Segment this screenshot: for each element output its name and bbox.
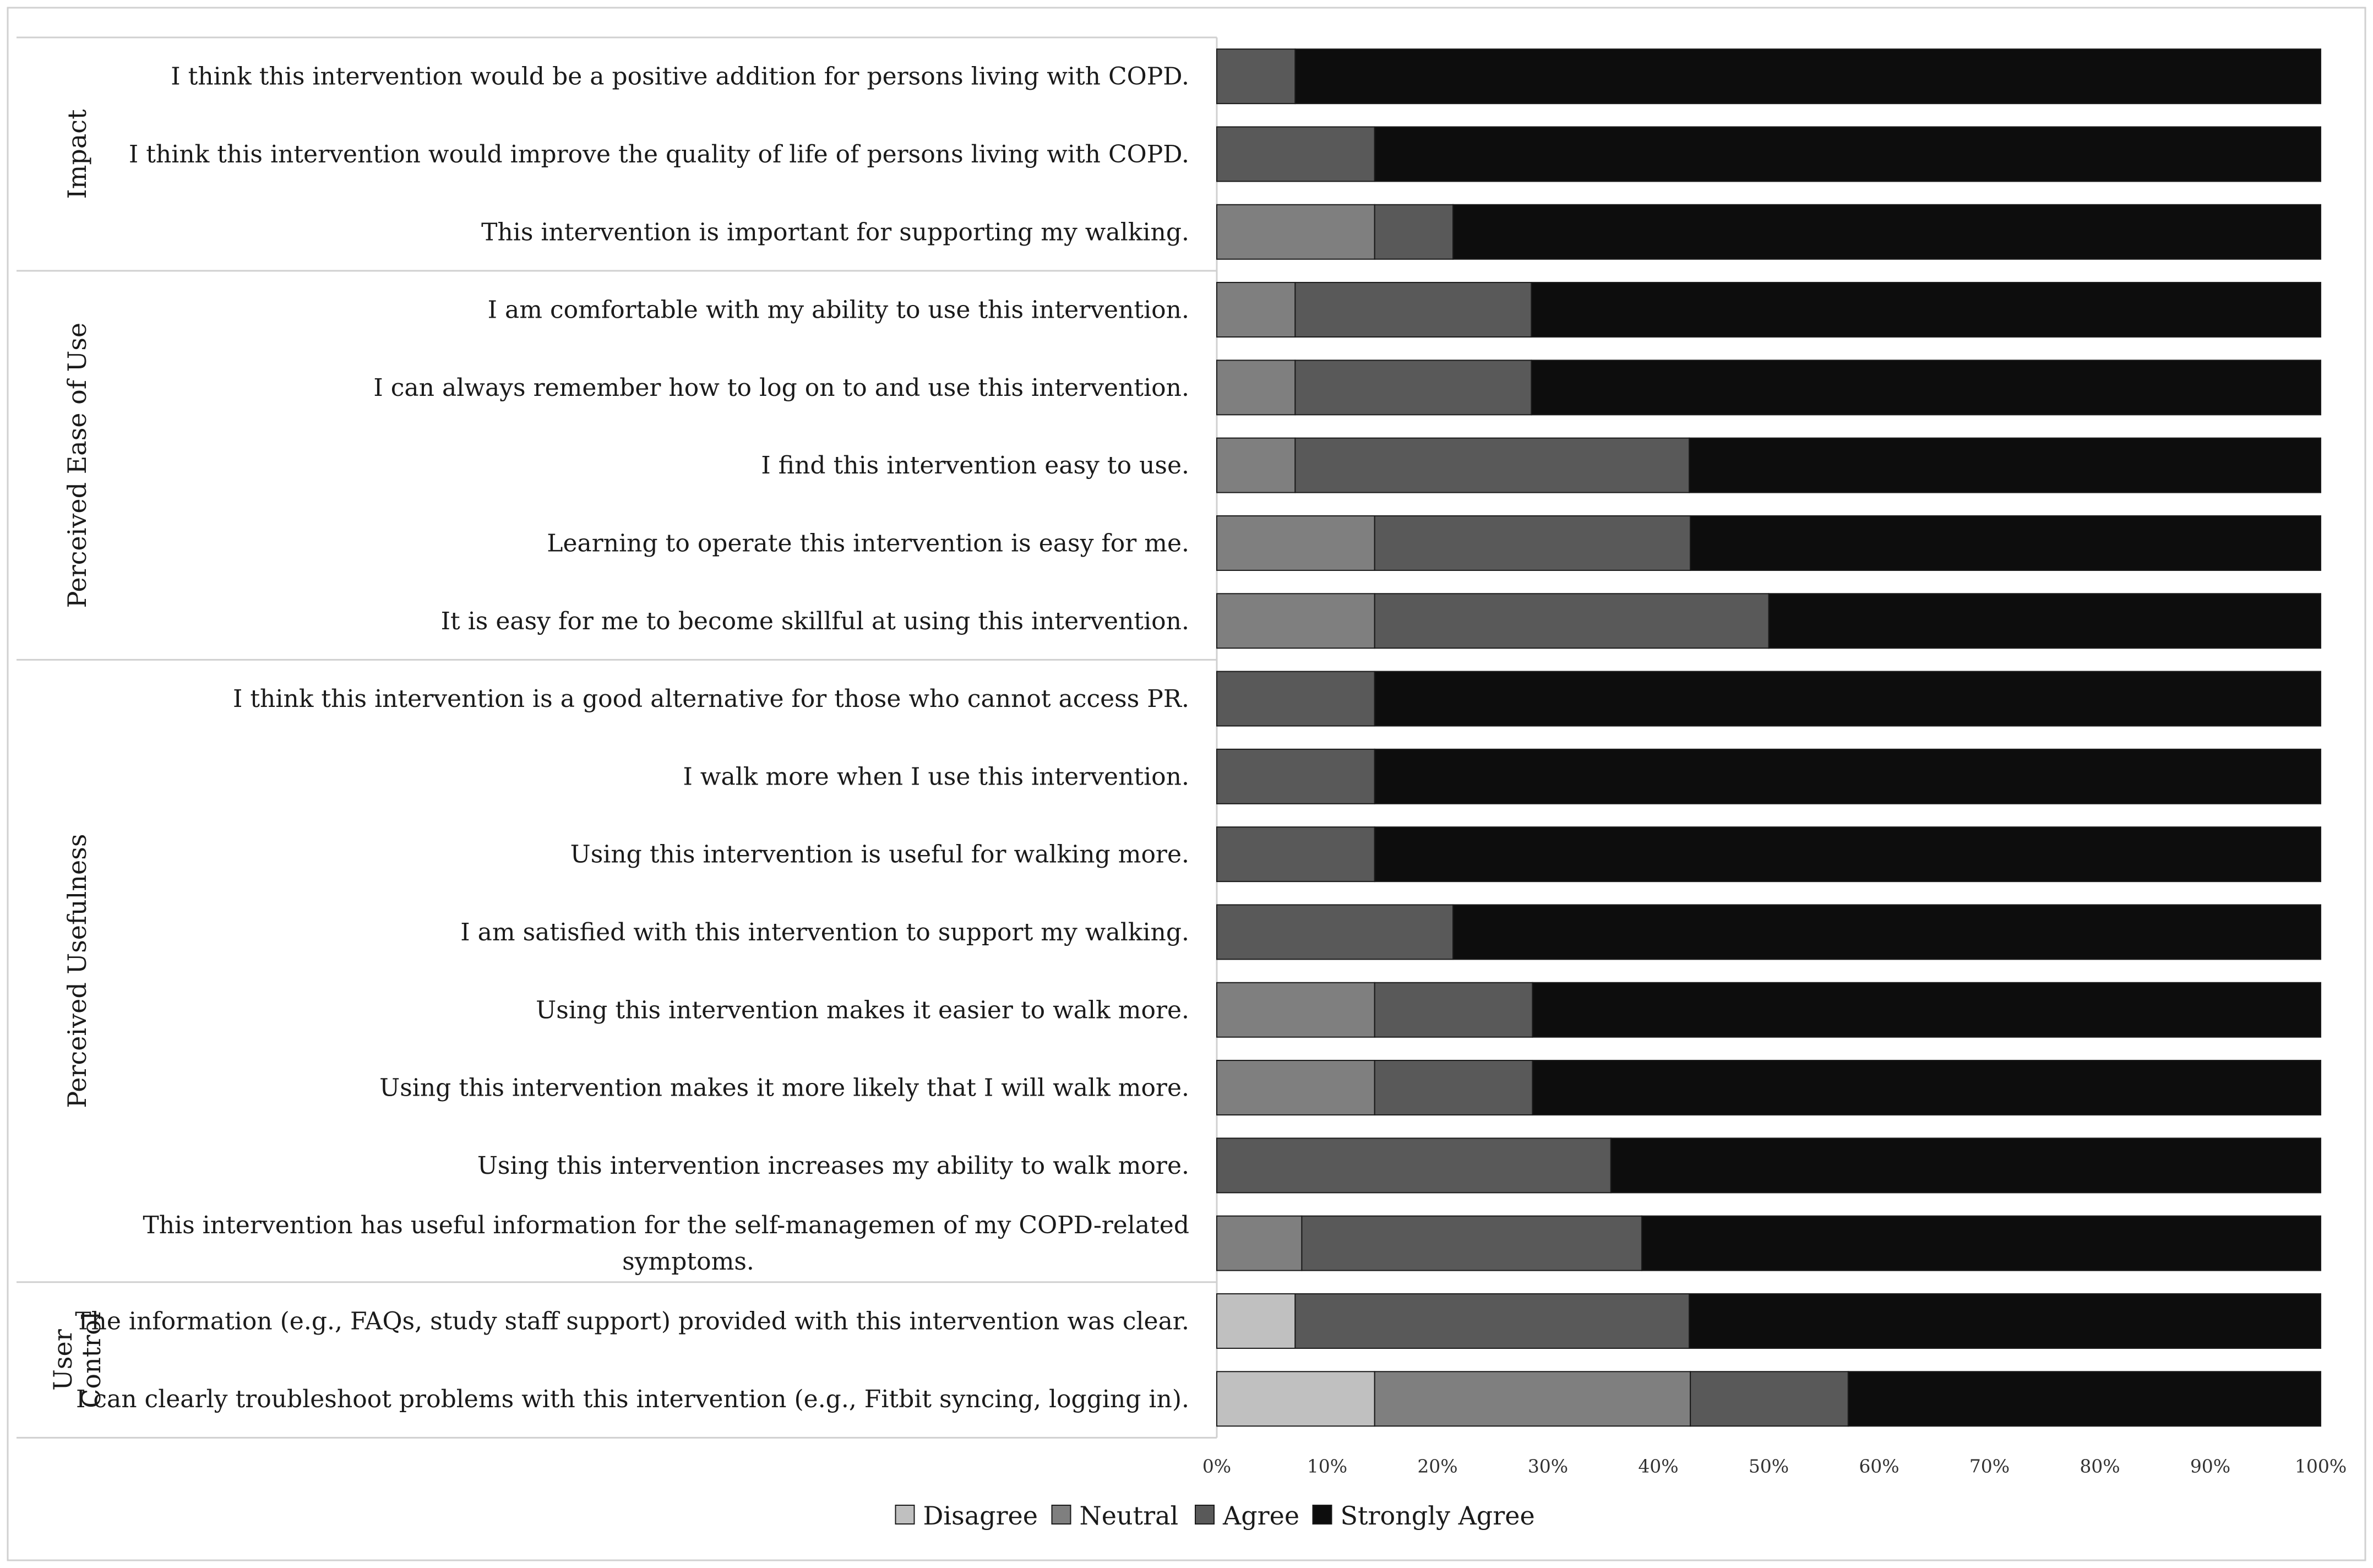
bar-segment-agree bbox=[1294, 437, 1690, 493]
x-tick-label: 80% bbox=[2080, 1455, 2120, 1477]
bar-segment-disagree bbox=[1216, 1371, 1375, 1427]
bar-segment-strongly-agree bbox=[1452, 904, 2322, 960]
group-label: Perceived Usefulness bbox=[62, 834, 92, 1108]
row-label: Using this intervention makes it easier … bbox=[536, 996, 1189, 1024]
legend-swatch bbox=[1312, 1505, 1332, 1525]
bar-segment-agree bbox=[1294, 282, 1532, 338]
row-label: Using this intervention makes it more li… bbox=[379, 1074, 1189, 1102]
row-label: I walk more when I use this intervention… bbox=[683, 763, 1189, 791]
bar-segment-agree bbox=[1301, 1215, 1642, 1271]
bar-segment-agree bbox=[1294, 1293, 1690, 1349]
bar-segment-agree bbox=[1374, 1060, 1533, 1116]
bar-segment-strongly-agree bbox=[1610, 1137, 2321, 1194]
bar-segment-strongly-agree bbox=[1374, 126, 2322, 182]
group-label: Control bbox=[77, 1311, 106, 1408]
bar-segment-strongly-agree bbox=[1689, 437, 2321, 493]
bar-segment-strongly-agree bbox=[1847, 1371, 2322, 1427]
outer-frame bbox=[7, 7, 2366, 1561]
legend-swatch bbox=[895, 1505, 915, 1525]
bar-segment-strongly-agree bbox=[1532, 982, 2321, 1038]
group-label: User bbox=[48, 1329, 78, 1391]
bar-segment-neutral bbox=[1216, 1215, 1303, 1271]
row-label: Using this intervention increases my abi… bbox=[477, 1152, 1189, 1180]
bar-segment-neutral bbox=[1216, 515, 1375, 571]
row-label: The information (e.g., FAQs, study staff… bbox=[75, 1307, 1189, 1335]
bar-segment-agree bbox=[1216, 826, 1375, 883]
x-tick-label: 40% bbox=[1638, 1455, 1678, 1477]
x-tick-label: 50% bbox=[1749, 1455, 1789, 1477]
bar-segment-agree bbox=[1374, 982, 1533, 1038]
row-label: I think this intervention would be a pos… bbox=[171, 63, 1189, 91]
bar-segment-agree bbox=[1374, 515, 1691, 571]
bar-segment-strongly-agree bbox=[1641, 1215, 2321, 1271]
bar-segment-agree bbox=[1216, 48, 1296, 105]
group-label: Impact bbox=[62, 109, 92, 199]
bar-segment-neutral bbox=[1216, 982, 1375, 1038]
bar-segment-neutral bbox=[1374, 1371, 1691, 1427]
bar-segment-strongly-agree bbox=[1690, 515, 2321, 571]
legend-label: Disagree bbox=[923, 1501, 1038, 1531]
row-label: It is easy for me to become skillful at … bbox=[441, 607, 1189, 635]
legend-label: Agree bbox=[1222, 1501, 1299, 1531]
bar-segment-strongly-agree bbox=[1374, 748, 2322, 804]
bar-segment-neutral bbox=[1216, 282, 1296, 338]
legend-swatch bbox=[1051, 1505, 1071, 1525]
x-tick-label: 30% bbox=[1528, 1455, 1568, 1477]
bar-segment-strongly-agree bbox=[1452, 204, 2322, 260]
row-label: This intervention has useful information… bbox=[143, 1211, 1189, 1239]
x-tick-label: 90% bbox=[2190, 1455, 2230, 1477]
legend-label: Neutral bbox=[1080, 1501, 1179, 1531]
row-label: I find this intervention easy to use. bbox=[761, 451, 1189, 480]
row-label: I think this intervention would improve … bbox=[129, 140, 1189, 168]
row-label: I can always remember how to log on to a… bbox=[373, 374, 1189, 402]
bar-segment-strongly-agree bbox=[1374, 671, 2322, 727]
x-tick-label: 100% bbox=[2295, 1455, 2347, 1477]
row-label: I can clearly troubleshoot problems with… bbox=[76, 1385, 1189, 1413]
bar-segment-disagree bbox=[1216, 1293, 1296, 1349]
bar-segment-neutral bbox=[1216, 1060, 1375, 1116]
bar-segment-agree bbox=[1216, 748, 1375, 804]
row-label: I am satisfied with this intervention to… bbox=[460, 918, 1189, 946]
bar-segment-agree bbox=[1216, 904, 1454, 960]
row-label: I think this intervention is a good alte… bbox=[233, 685, 1189, 713]
group-label: Perceived Ease of Use bbox=[62, 323, 92, 608]
bar-segment-neutral bbox=[1216, 204, 1375, 260]
bar-segment-neutral bbox=[1216, 593, 1375, 649]
bar-segment-strongly-agree bbox=[1768, 593, 2321, 649]
bar-segment-strongly-agree bbox=[1689, 1293, 2321, 1349]
bar-segment-agree bbox=[1216, 671, 1375, 727]
bar-segment-agree bbox=[1690, 1371, 1849, 1427]
row-label: Using this intervention is useful for wa… bbox=[570, 841, 1189, 869]
x-tick-label: 0% bbox=[1202, 1455, 1231, 1477]
x-tick-label: 70% bbox=[1969, 1455, 2010, 1477]
bar-segment-agree bbox=[1374, 204, 1454, 260]
x-tick-label: 60% bbox=[1859, 1455, 1899, 1477]
row-label: I am comfortable with my ability to use … bbox=[488, 296, 1189, 324]
row-label: This intervention is important for suppo… bbox=[481, 218, 1189, 246]
bar-segment-agree bbox=[1216, 1137, 1612, 1194]
bar-segment-strongly-agree bbox=[1532, 1060, 2321, 1116]
legend-swatch bbox=[1195, 1505, 1215, 1525]
bar-segment-strongly-agree bbox=[1531, 282, 2321, 338]
bar-segment-agree bbox=[1294, 360, 1532, 416]
bar-segment-agree bbox=[1374, 593, 1770, 649]
bar-segment-agree bbox=[1216, 126, 1375, 182]
legend-label: Strongly Agree bbox=[1341, 1501, 1535, 1531]
x-tick-label: 10% bbox=[1307, 1455, 1347, 1477]
x-tick-label: 20% bbox=[1417, 1455, 1457, 1477]
bar-segment-strongly-agree bbox=[1374, 826, 2322, 883]
bar-segment-strongly-agree bbox=[1531, 360, 2321, 416]
bar-segment-strongly-agree bbox=[1294, 48, 2321, 105]
row-label: symptoms. bbox=[622, 1248, 754, 1276]
bar-segment-neutral bbox=[1216, 360, 1296, 416]
bar-segment-neutral bbox=[1216, 437, 1296, 493]
row-label: Learning to operate this intervention is… bbox=[547, 529, 1189, 557]
